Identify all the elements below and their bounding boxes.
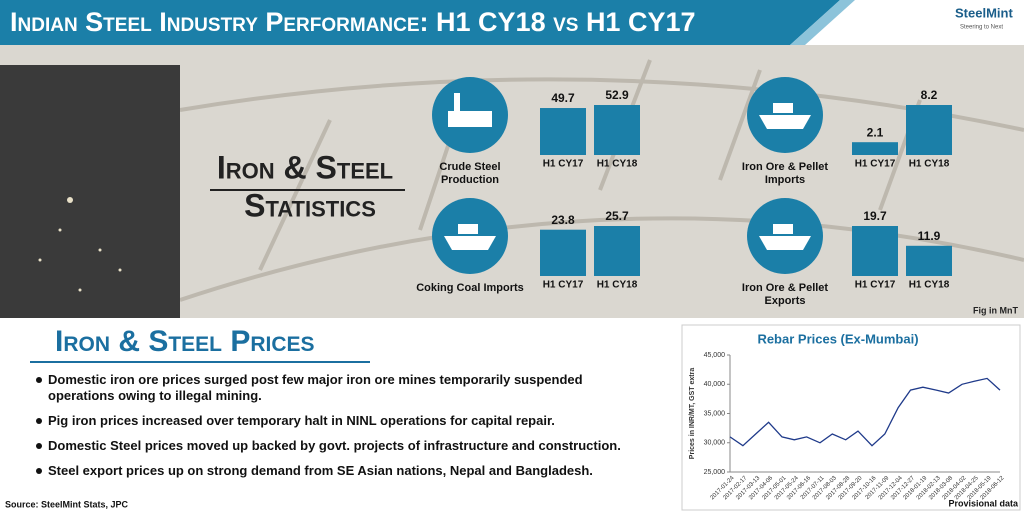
category-label: H1 CY17: [543, 159, 584, 170]
category-label: H1 CY18: [909, 159, 950, 170]
icon-shape: [759, 115, 811, 129]
value-label: 19.7: [863, 209, 887, 223]
sparks: [38, 197, 122, 292]
category-label: H1 CY17: [855, 280, 896, 291]
category-label: H1 CY18: [597, 280, 638, 291]
chart-title: Coking Coal Imports: [416, 282, 524, 294]
chart-title: Crude Steel Production: [439, 161, 501, 186]
y-tick-label: 35,000: [704, 410, 726, 417]
logo-tagline: Steering to Next: [960, 25, 1003, 31]
y-tick-label: 45,000: [704, 352, 726, 359]
bar: [852, 226, 898, 276]
note: Provisional data: [948, 498, 1019, 508]
icon-shape: [454, 93, 460, 111]
y-tick-label: 25,000: [704, 469, 726, 476]
worker-photo: [0, 65, 180, 318]
bullet: Domestic Steel prices moved up backed by…: [36, 438, 646, 454]
value-label: 2.1: [867, 125, 884, 139]
header-band: [0, 0, 840, 45]
chart-title: Iron Ore & Pellet Imports: [741, 161, 829, 186]
price-line: [729, 377, 1001, 447]
source: Source: SteelMint Stats, JPC: [5, 499, 129, 509]
chart-title: Iron Ore & Pellet Exports: [741, 282, 829, 307]
bar: [906, 245, 952, 276]
bar: [594, 105, 640, 155]
icon-shape: [444, 236, 496, 250]
bullet-list: Domestic iron ore prices surged post few…: [36, 372, 646, 488]
value-label: 8.2: [921, 88, 938, 102]
stats-heading: Statistics: [244, 187, 376, 223]
stats-heading: Iron & Steel: [217, 149, 393, 185]
icon-shape: [773, 224, 793, 234]
bullet: Pig iron prices increased over temporary…: [36, 413, 646, 429]
bar: [906, 105, 952, 155]
icon-shape: [773, 103, 793, 113]
bar: [594, 226, 640, 276]
icon-shape: [458, 224, 478, 234]
value-label: 11.9: [918, 229, 941, 243]
bar: [540, 108, 586, 155]
category-label: H1 CY18: [597, 159, 638, 170]
category-label: H1 CY17: [543, 280, 584, 291]
bar: [852, 142, 898, 155]
bullet: Domestic iron ore prices surged post few…: [36, 372, 646, 404]
header-stripe: [790, 0, 855, 45]
value-label: 25.7: [605, 209, 629, 223]
value-label: 52.9: [605, 88, 629, 102]
value-label: 49.7: [551, 91, 575, 105]
icon-shape: [448, 111, 492, 127]
logo: SteelMint: [955, 5, 1013, 20]
bullet: Steel export prices up on strong demand …: [36, 463, 646, 479]
value-label: 23.8: [551, 213, 575, 227]
y-axis-label: Prices in INR/MT, GST extra: [689, 368, 696, 460]
header-title: Indian Steel Industry Performance: H1 CY…: [10, 7, 696, 37]
category-label: H1 CY18: [909, 280, 950, 291]
icon-shape: [759, 236, 811, 250]
unit-note: Fig in MnT: [973, 305, 1018, 315]
bar: [540, 229, 586, 276]
prices-title: Iron & Steel Prices: [55, 325, 315, 358]
y-tick-label: 30,000: [704, 440, 726, 447]
chart-title: Rebar Prices (Ex-Mumbai): [757, 331, 918, 346]
rebar-chart-frame: [681, 324, 1021, 511]
y-tick-label: 40,000: [704, 381, 726, 388]
category-label: H1 CY17: [855, 159, 896, 170]
